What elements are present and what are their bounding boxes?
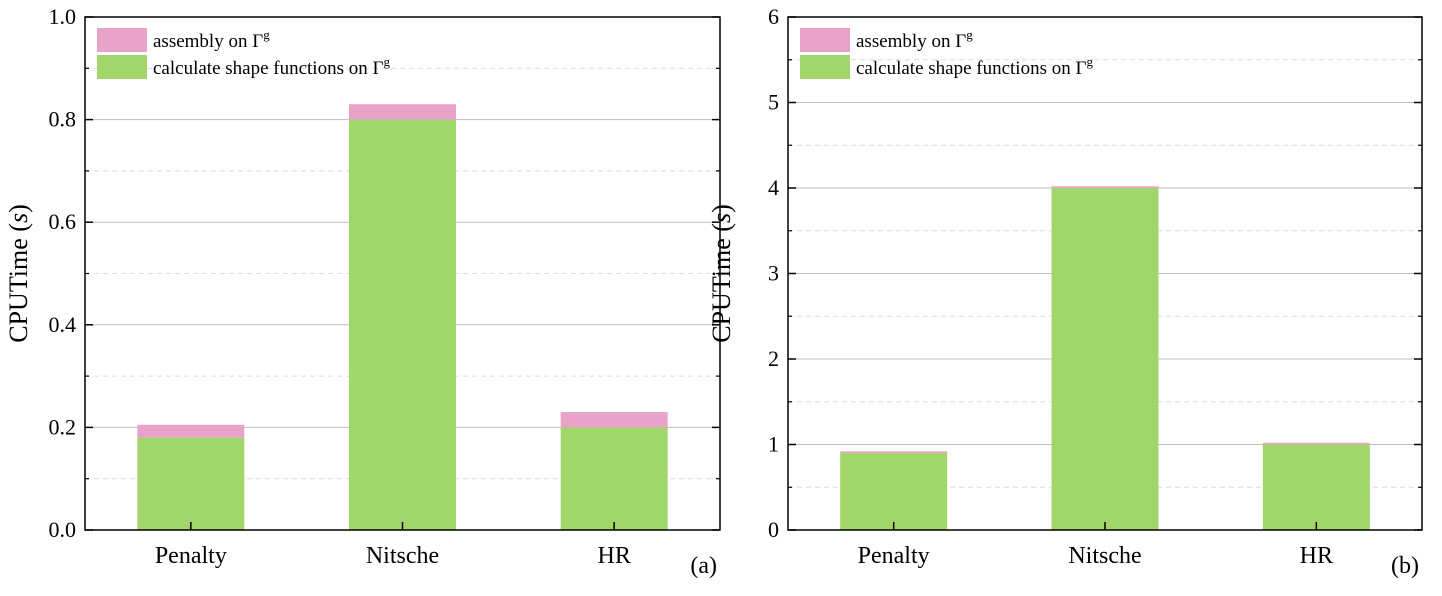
legend-label-superscript: g — [383, 54, 390, 69]
y-tick-label: 5 — [768, 90, 779, 115]
x-tick-label-penalty: Penalty — [858, 543, 930, 569]
legend-label-text: calculate shape functions on Γ — [153, 58, 383, 79]
legend-label-1: assembly on Γg — [153, 27, 270, 52]
y-axis-title-variable: s — [707, 213, 736, 223]
x-tick-label-nitsche: Nitsche — [366, 543, 439, 569]
bar-penalty-series-2 — [137, 424, 245, 438]
legend-label-1: assembly on Γg — [856, 27, 973, 52]
bar-hr-series-2 — [560, 412, 668, 428]
y-axis-title-close: ) — [707, 204, 736, 213]
y-tick-label: 4 — [768, 175, 779, 200]
legend-label-superscript: g — [966, 27, 973, 42]
bar-hr-series-1 — [560, 427, 668, 530]
y-axis-title-main: CPUTime ( — [707, 223, 736, 343]
legend-label-2: calculate shape functions on Γg — [153, 54, 390, 79]
bar-penalty-series-1 — [840, 453, 948, 530]
legend-label-text: calculate shape functions on Γ — [856, 58, 1086, 79]
bar-hr-series-1 — [1262, 444, 1370, 530]
legend-swatch-1 — [97, 28, 147, 52]
x-tick-label-hr: HR — [1300, 543, 1333, 569]
bar-penalty-series-1 — [137, 437, 245, 530]
panel-label: (b) — [1391, 553, 1419, 579]
chart-panel-1: 0.0 0.2 0.4 0.6 0.8 1.0 Penalty Nitsche HR CPUTim… — [4, 4, 721, 579]
y-axis-title-variable: s — [4, 213, 33, 223]
y-tick-label: 0.6 — [49, 209, 77, 234]
x-tick-label-nitsche: Nitsche — [1068, 543, 1141, 569]
bar-nitsche-series-2 — [1051, 186, 1159, 188]
legend-label-2: calculate shape functions on Γg — [856, 54, 1093, 79]
legend-swatch-2 — [97, 55, 147, 79]
y-axis-title-close: ) — [4, 204, 33, 213]
y-tick-label: 6 — [768, 4, 779, 29]
legend-swatch-1 — [800, 28, 850, 52]
bar-nitsche-series-1 — [349, 119, 456, 530]
y-tick-label: 2 — [768, 346, 779, 371]
y-tick-label: 0.8 — [49, 107, 77, 132]
legend-label-text: assembly on Γ — [153, 31, 263, 52]
x-tick-label-hr: HR — [597, 543, 630, 569]
legend-label-superscript: g — [263, 27, 270, 42]
y-tick-label: 0.4 — [49, 312, 77, 337]
bar-penalty-series-2 — [840, 451, 948, 454]
y-tick-label: 3 — [768, 261, 779, 286]
legend-label-text: assembly on Γ — [856, 31, 966, 52]
y-axis-title: CPUTime (s) — [4, 204, 33, 343]
bar-hr-series-2 — [1262, 442, 1370, 445]
y-tick-label: 0 — [768, 517, 779, 542]
y-axis-title-main: CPUTime ( — [4, 223, 33, 343]
y-tick-label: 1.0 — [49, 4, 77, 29]
x-tick-label-penalty: Penalty — [155, 543, 227, 569]
bar-nitsche-series-2 — [349, 104, 456, 120]
legend-swatch-2 — [800, 55, 850, 79]
y-axis-title: CPUTime (s) — [707, 204, 736, 343]
y-tick-label: 1 — [768, 432, 779, 457]
bar-nitsche-series-1 — [1051, 188, 1159, 530]
y-tick-label: 0.0 — [49, 517, 77, 542]
legend-label-superscript: g — [1086, 54, 1093, 69]
y-tick-label: 0.2 — [49, 414, 77, 439]
panel-label: (a) — [690, 553, 717, 579]
chart-panel-2: 0 1 2 3 4 5 6 Penalty Nitsche HR CPUTime (s) (b) ass… — [707, 4, 1423, 579]
